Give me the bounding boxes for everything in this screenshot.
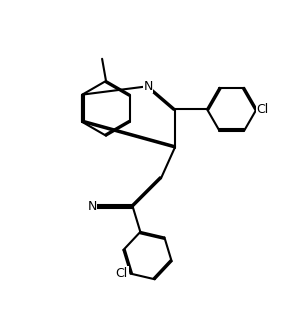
Text: Cl: Cl	[116, 267, 128, 280]
Text: Cl: Cl	[256, 103, 269, 116]
Text: N: N	[143, 80, 153, 93]
Text: N: N	[88, 200, 97, 213]
